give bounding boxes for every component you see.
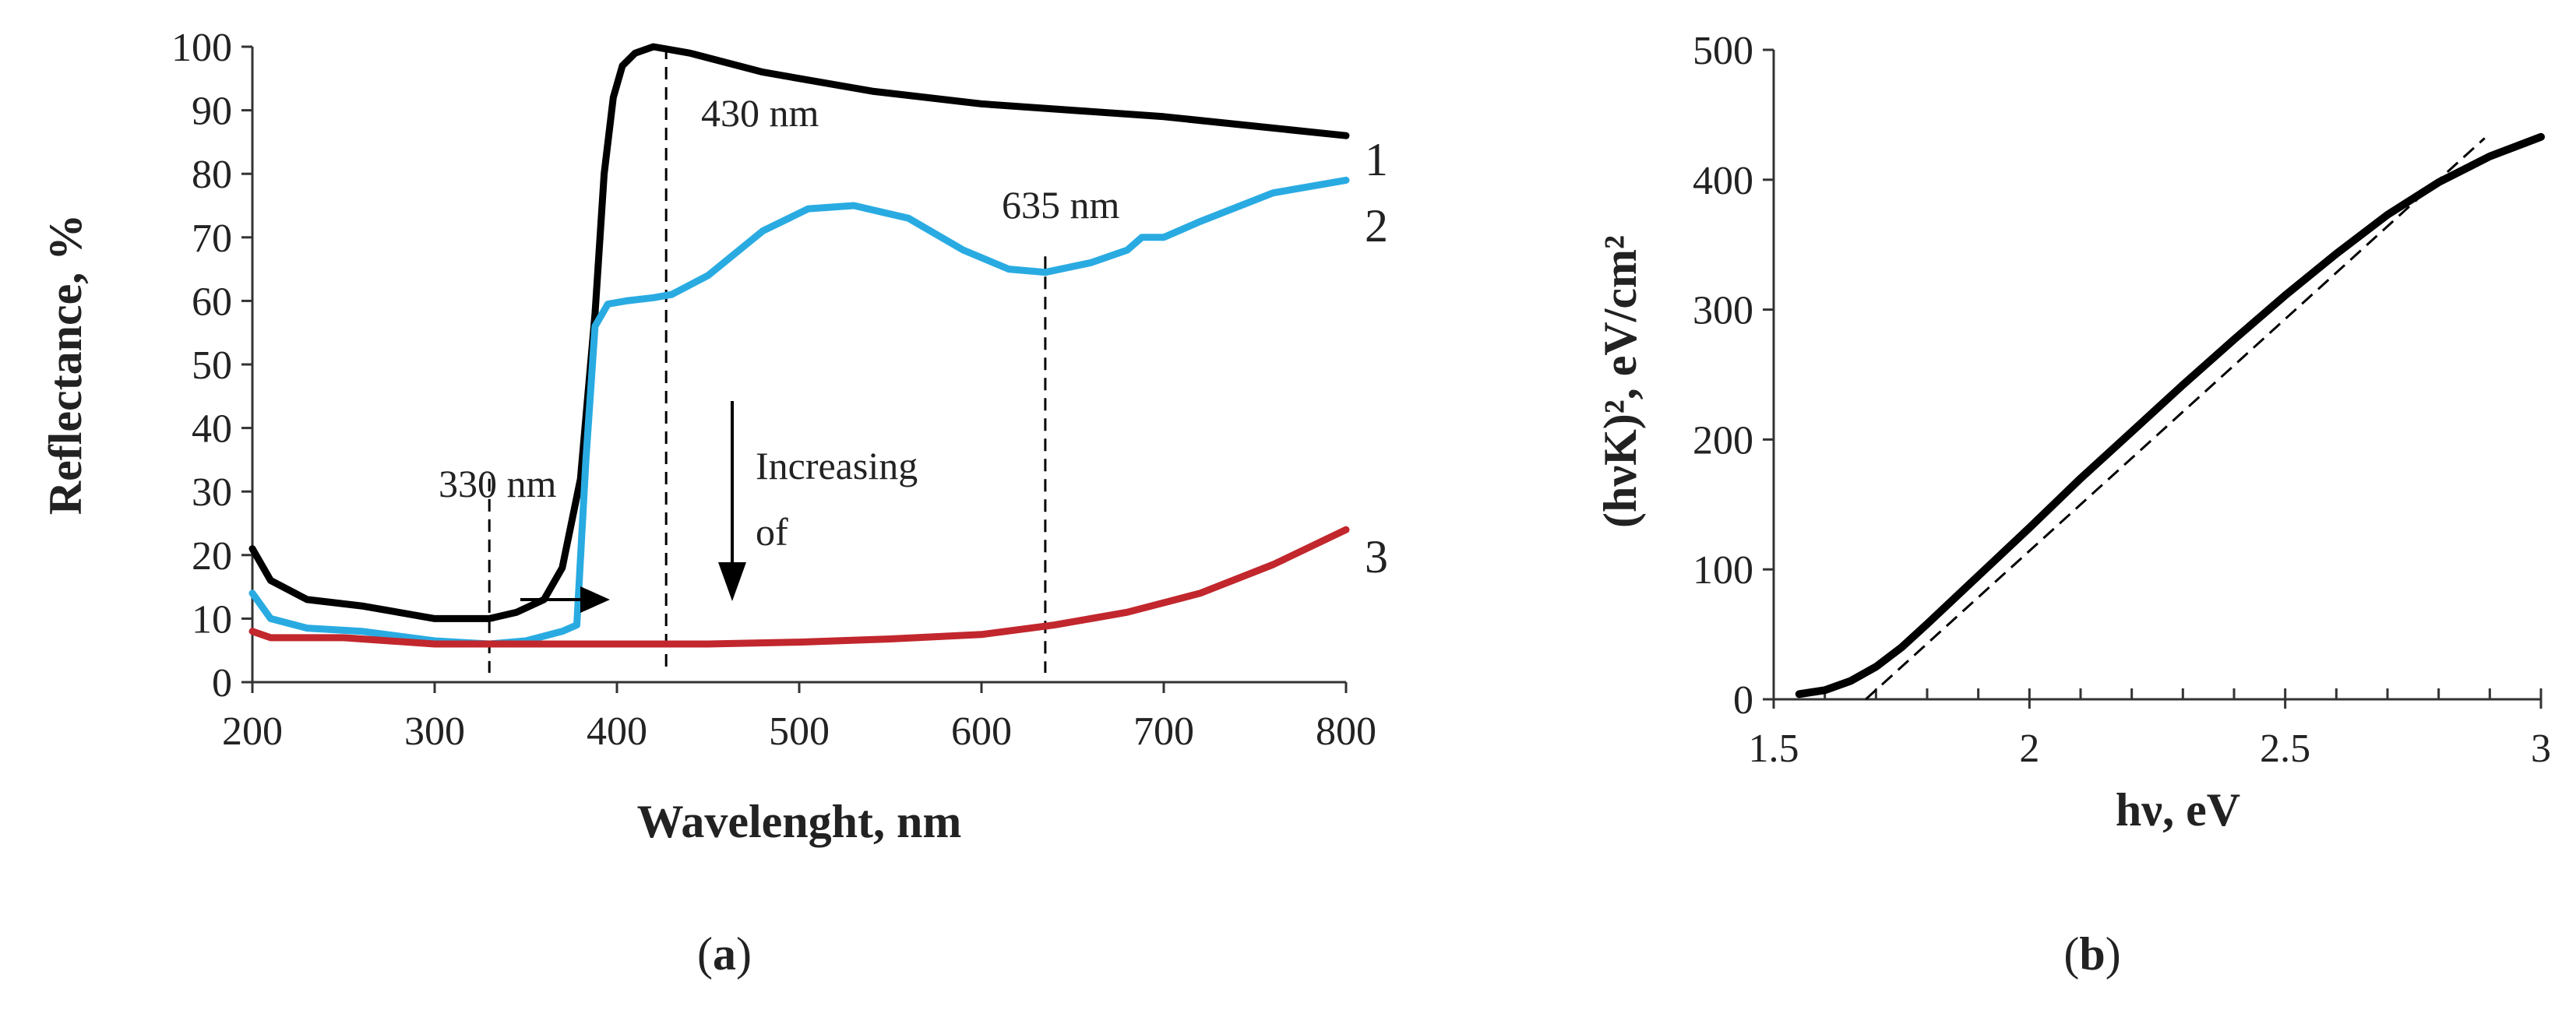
chart-a-xtick-label: 500 <box>769 709 830 754</box>
curve-label-3: 3 <box>1365 531 1388 582</box>
chart-b-ytick-label: 200 <box>1693 418 1753 463</box>
chart-a-xtick-label: 200 <box>222 709 283 754</box>
chart-a: 200 300 400 500 600 700 800 0 10 20 30 40 50 60 70 80 9… <box>40 26 1388 847</box>
panel-label-b-letter: b <box>2079 928 2105 980</box>
chart-a-ytick-label: 100 <box>171 26 232 70</box>
chart-a-xtick-label: 700 <box>1133 709 1194 754</box>
chart-a-xtick-label: 600 <box>951 709 1012 754</box>
chart-a-ytick-label: 80 <box>192 153 232 197</box>
chart-b-xtick-label: 3 <box>2531 727 2551 771</box>
chart-a-xtick-label: 400 <box>587 709 647 754</box>
chart-a-ytick-label: 60 <box>192 280 232 324</box>
chart-b-axes <box>1772 50 2541 701</box>
panel-label-b-close: ) <box>2106 928 2121 980</box>
annotation-430nm: 430 nm <box>701 91 819 135</box>
annotation-635nm: 635 nm <box>1002 183 1120 227</box>
chart-a-ytick-label: 0 <box>212 661 232 706</box>
chart-a-axes <box>251 47 1346 684</box>
panel-label-a-open: ( <box>697 928 713 980</box>
chart-a-ytick-label: 70 <box>192 216 232 261</box>
panel-label-a-close: ) <box>736 928 752 980</box>
curve-label-2: 2 <box>1365 200 1388 252</box>
chart-b-xtick-label: 2 <box>2019 727 2039 771</box>
chart-a-ytick-label: 20 <box>192 534 232 579</box>
arrow-down-head <box>718 562 746 601</box>
chart-b-ytick-label: 0 <box>1733 678 1753 723</box>
chart-b-ytick-label: 500 <box>1693 29 1753 73</box>
chart-b-xtick-label: 1.5 <box>1749 727 1799 771</box>
chart-a-x-title: Wavelenght, nm <box>637 796 962 847</box>
chart-b-ytick-label: 100 <box>1693 548 1753 593</box>
chart-a-ytick-label: 40 <box>192 407 232 452</box>
series-line-1 <box>248 43 1350 622</box>
panel-label-a-letter: a <box>713 928 736 980</box>
chart-a-ytick-label: 90 <box>192 90 232 134</box>
fit-line <box>1865 137 2486 701</box>
series-line-2 <box>248 176 1350 648</box>
chart-b-xtick-label: 2.5 <box>2260 727 2310 771</box>
chart-a-xtick-label: 800 <box>1316 709 1376 754</box>
chart-b: 1.5 2 2.5 3 0 100 200 300 400 500 hν, eV (hνK)²,… <box>1595 29 2551 836</box>
chart-a-xtick-label: 300 <box>404 709 465 754</box>
chart-b-x-title: hν, eV <box>2116 784 2240 836</box>
annotation-330nm: 330 nm <box>439 462 557 505</box>
panel-label-a: (a) <box>697 928 752 980</box>
annotation-of: of <box>756 510 788 554</box>
annotation-increasing: Increasing <box>756 444 918 487</box>
series-line-tauc <box>1795 132 2545 699</box>
chart-b-ytick-label: 400 <box>1693 159 1753 203</box>
chart-b-y-title: (hνK)², eV/cm² <box>1595 235 1646 528</box>
chart-b-ytick-label: 300 <box>1693 289 1753 333</box>
chart-a-ytick-label: 10 <box>192 597 232 642</box>
curve-label-1: 1 <box>1365 134 1388 185</box>
chart-a-ytick-label: 50 <box>192 343 232 388</box>
chart-a-y-title: Reflectance, % <box>40 214 91 515</box>
series-line-3 <box>248 526 1350 648</box>
panel-label-b: (b) <box>2063 928 2120 980</box>
arrow-right-head <box>580 586 610 613</box>
chart-a-ytick-label: 30 <box>192 470 232 515</box>
panel-label-b-open: ( <box>2063 928 2079 980</box>
